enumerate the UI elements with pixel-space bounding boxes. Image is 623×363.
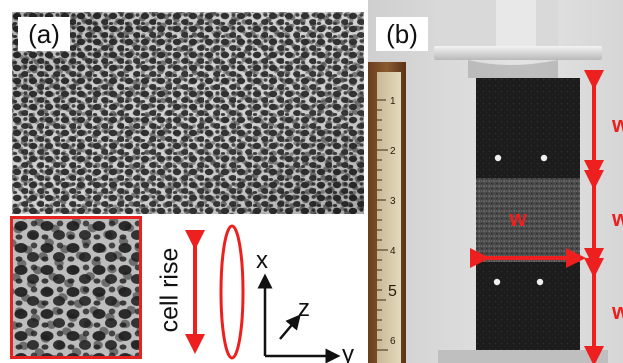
segment-label-middle: w [612,206,623,231]
specimen-top-block [476,78,580,178]
ruler [377,72,401,363]
svg-text:2: 2 [390,146,396,157]
marker-dot [536,278,544,286]
svg-text:5: 5 [388,283,397,300]
marker-dot [493,278,501,286]
marker-dot [540,154,548,162]
segment-label-bottom: w [612,299,623,324]
specimen-photo: 1 2 3 4 5 6 [368,0,623,363]
svg-text:1: 1 [390,96,396,107]
segment-label-top: w [612,112,623,137]
axis-x-label: x [256,247,268,274]
specimen-core-foam [476,178,580,262]
panel-b: 1 2 3 4 5 6 (b) w [368,0,623,363]
svg-text:6: 6 [390,336,396,347]
panel-a-label: (a) [18,17,70,51]
foam-inset-image [13,219,139,356]
axis-y-label: y [342,341,354,363]
marker-dot [494,154,502,162]
axis-z-label: z [298,295,310,322]
specimen-bottom-block [476,262,580,358]
panel-b-label: (b) [376,17,428,51]
svg-text:4: 4 [390,246,396,257]
top-loading-plate [434,46,602,60]
elongated-cell-ellipse [219,224,245,360]
width-label: w [509,206,527,231]
ruler-numbers: 1 2 3 4 5 6 [388,96,397,347]
svg-text:3: 3 [390,196,396,207]
cell-orientation-schematic: x z y [185,224,354,363]
bottom-plate [438,350,608,363]
panel-a: (a) [10,12,364,363]
foam-inset-zoom [10,216,142,359]
foam-micrograph [12,12,364,214]
coordinate-axes: x z y [256,247,354,363]
ruler-ticks [377,99,388,351]
